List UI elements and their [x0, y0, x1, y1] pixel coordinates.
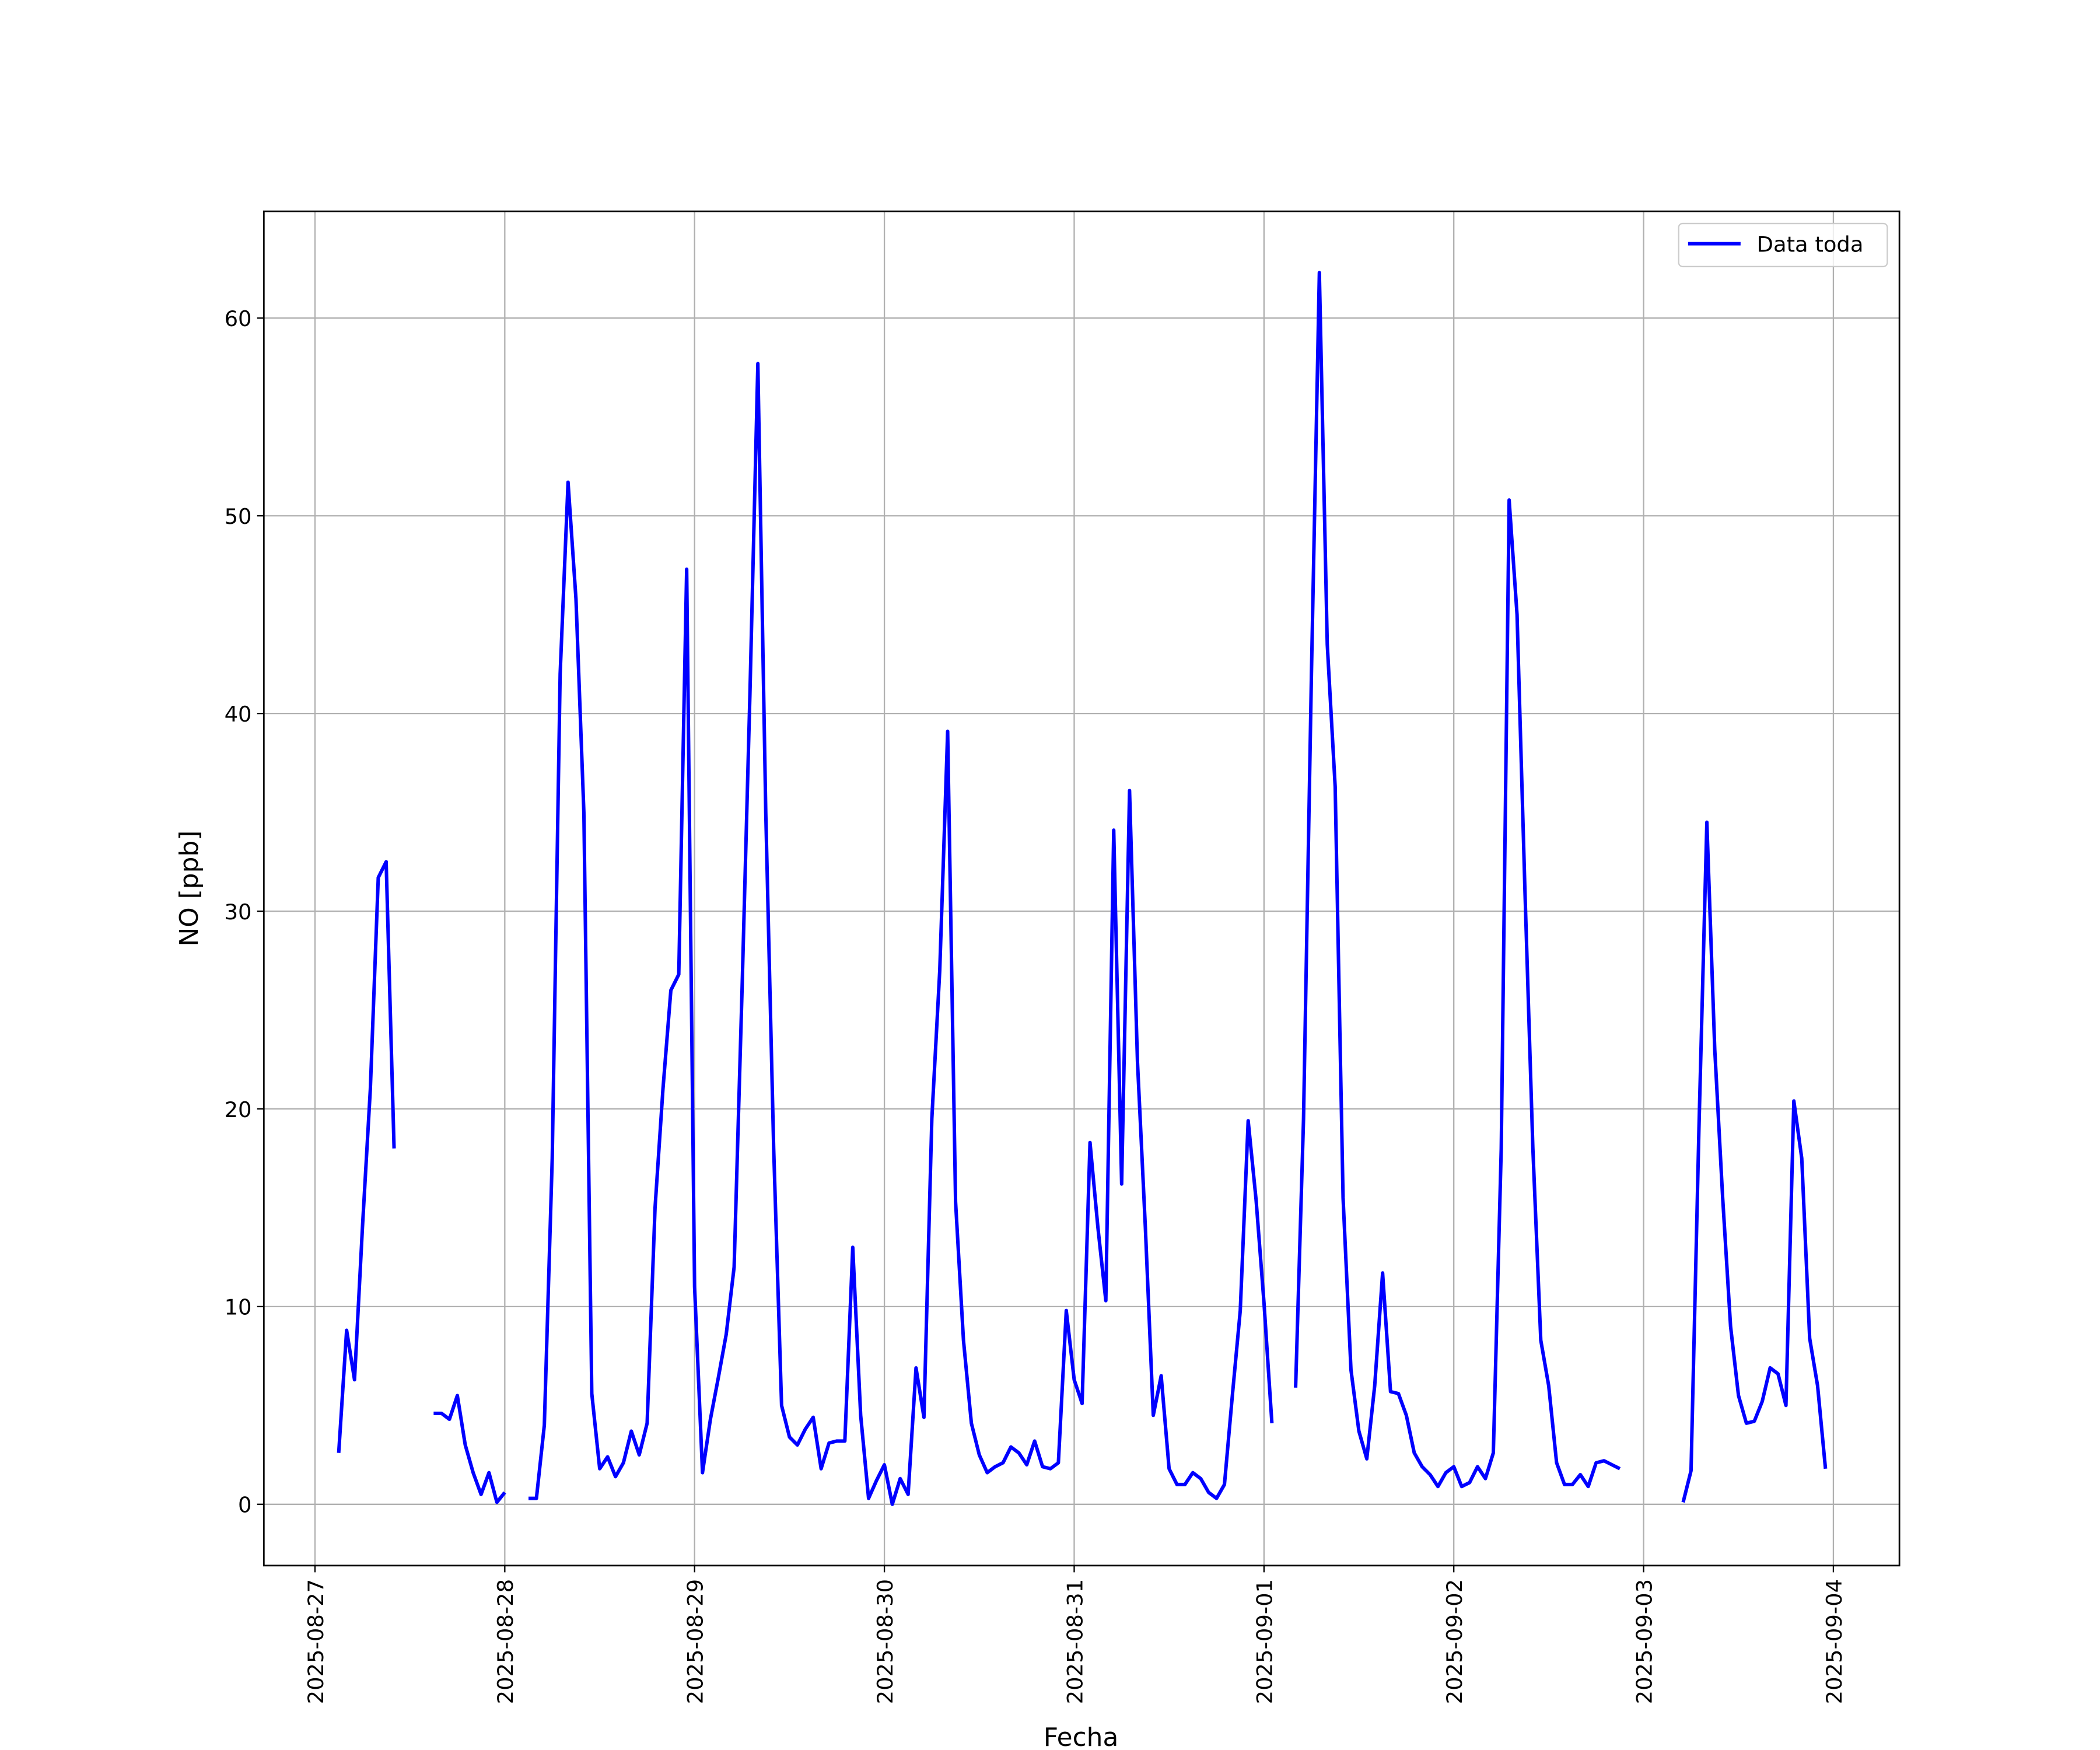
y-tick-label: 10	[225, 1295, 252, 1320]
x-axis-label: Fecha	[1044, 1723, 1119, 1750]
y-tick-label: 0	[238, 1493, 251, 1518]
legend: Data toda	[1678, 222, 1888, 268]
x-tick-label: 2025-08-31	[1062, 1579, 1087, 1704]
x-tick-label: 2025-08-30	[873, 1579, 898, 1704]
y-tick-label: 60	[225, 306, 252, 331]
y-tick-label: 30	[225, 900, 252, 925]
axes-frame	[262, 210, 1901, 1567]
x-tick-label: 2025-09-02	[1442, 1579, 1467, 1704]
legend-frame	[1678, 222, 1888, 268]
x-tick-label: 2025-09-01	[1252, 1579, 1278, 1704]
y-axis-label: NO [ppb]	[174, 831, 204, 947]
y-tick-label: 40	[225, 702, 252, 727]
x-tick-label: 2025-08-29	[683, 1579, 708, 1704]
data-line	[337, 271, 1828, 1506]
y-tick-label: 50	[225, 504, 252, 529]
x-tick-label: 2025-09-04	[1822, 1579, 1847, 1704]
legend-label: Data toda	[1757, 232, 1864, 257]
x-tick-label: 2025-09-03	[1632, 1579, 1657, 1704]
x-tick-label: 2025-08-27	[303, 1579, 328, 1704]
x-tick-label: 2025-08-28	[493, 1579, 518, 1704]
plot-area	[264, 211, 1900, 1566]
y-tick-label: 20	[225, 1097, 252, 1122]
